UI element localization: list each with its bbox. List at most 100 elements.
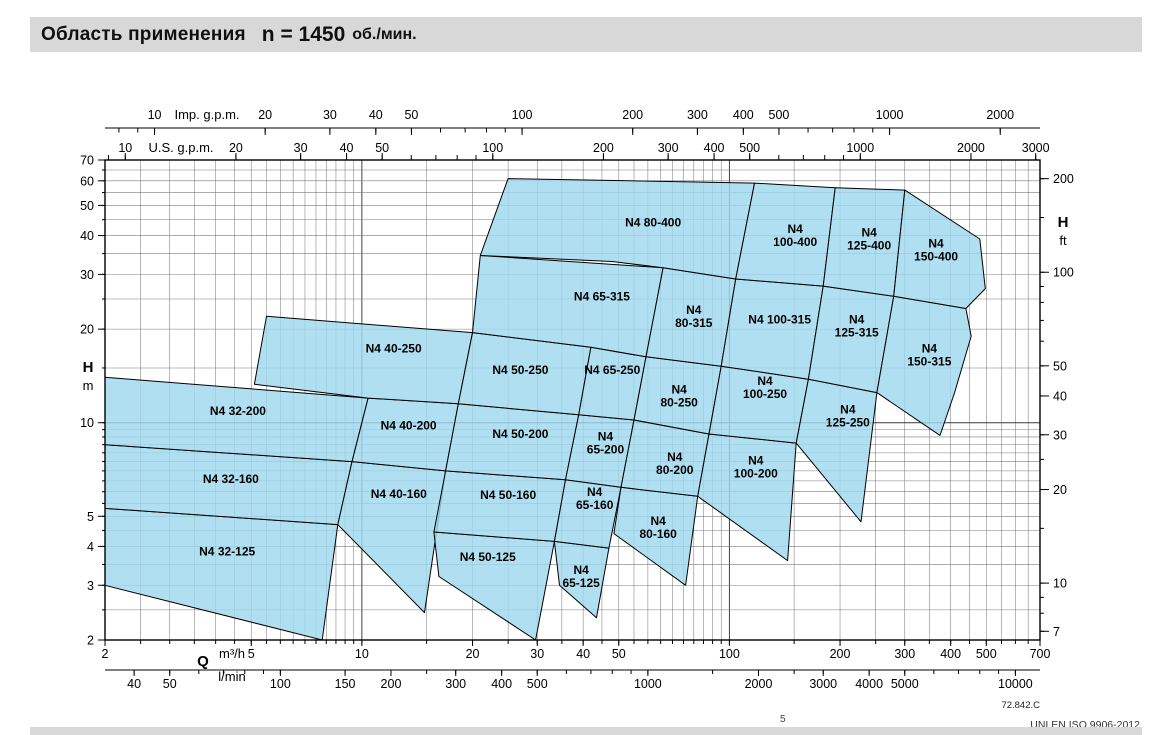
region-label-N4-125-315: 125-315 — [835, 325, 879, 339]
top-axis-imp-gpm: 10 20 30 40 50 100 200 300 400 500 1000 2000 Imp. g.… — [105, 107, 1040, 135]
axis-text: 50 — [80, 199, 94, 213]
region-label-N4-100-200: 100-200 — [734, 467, 778, 481]
axis-text: 300 — [687, 108, 708, 122]
axis-text: 5 — [87, 510, 94, 524]
axis-text: 300 — [658, 141, 679, 155]
axis-text: 40 — [127, 677, 141, 691]
region-label-N4-65-200: N4 — [598, 430, 614, 444]
bottom-axis-lmin: 40 50 100 150 200 300 400 500 1000 2000 3000 4000 50… — [105, 669, 1040, 691]
region-label-N4-125-400: N4 — [861, 225, 877, 239]
axis-text: 30 — [80, 268, 94, 282]
region-label-N4-65-125: 65-125 — [562, 576, 600, 590]
speed-unit: об./мин. — [352, 25, 417, 43]
pump-regions — [104, 178, 986, 641]
figure-code: 72.842.C — [1001, 700, 1040, 711]
axis-text: 3 — [87, 579, 94, 593]
axis-text: 7 — [1053, 625, 1060, 639]
region-N4-50-125 — [433, 531, 555, 641]
axis-text: 40 — [80, 229, 94, 243]
axis-text: 200 — [381, 677, 402, 691]
region-label-N4-80-250: N4 — [672, 382, 688, 396]
axis-text: 50 — [1053, 359, 1067, 373]
region-label-N4-80-200: 80-200 — [656, 463, 694, 477]
axis-text: m³/h — [219, 646, 245, 661]
footer-band — [30, 727, 1142, 735]
axis-text: ft — [1059, 233, 1067, 248]
region-label-N4-50-160: N4 50-160 — [480, 488, 536, 502]
region-label-N4-150-315: N4 — [922, 342, 938, 356]
region-label-N4-65-125: N4 — [573, 563, 589, 577]
axis-text: 4 — [87, 540, 94, 554]
region-label-N4-32-200: N4 32-200 — [210, 404, 266, 418]
axis-text: 50 — [612, 647, 626, 661]
axis-text: l/min — [218, 669, 245, 684]
axis-text: 500 — [739, 141, 760, 155]
axis-text: 5 — [248, 647, 255, 661]
axis-text: H — [83, 359, 94, 376]
axis-text: 2000 — [745, 677, 773, 691]
axis-text: 400 — [704, 141, 725, 155]
region-label-N4-100-400: N4 — [788, 222, 804, 236]
axis-text: 400 — [491, 677, 512, 691]
region-N4-100-315 — [720, 278, 824, 380]
axis-text: 100 — [482, 141, 503, 155]
region-label-N4-100-250: N4 — [757, 374, 773, 388]
region-N4-40-250 — [253, 315, 473, 405]
region-label-N4-125-250: N4 — [840, 403, 856, 417]
region-label-N4-80-200: N4 — [667, 450, 683, 464]
axis-text: 2 — [87, 634, 94, 648]
axis-text: 500 — [527, 677, 548, 691]
axis-text: 30 — [1053, 428, 1067, 442]
pump-speed: n = 1450 — [261, 22, 346, 46]
region-label-N4-100-315: N4 100-315 — [748, 312, 811, 326]
axis-text: 300 — [445, 677, 466, 691]
region-N4-50-200 — [445, 403, 580, 481]
region-label-N4-65-160: 65-160 — [576, 498, 614, 512]
title-bar: Область применения n = 1450 об./мин. — [30, 17, 1142, 52]
axis-text: 10 — [118, 141, 132, 155]
region-label-N4-40-200: N4 40-200 — [381, 418, 437, 432]
axis-text: 10 — [1053, 577, 1067, 591]
axis-text: 10 — [355, 647, 369, 661]
region-label-N4-125-315: N4 — [849, 312, 865, 326]
region-label-N4-32-125: N4 32-125 — [199, 545, 255, 559]
axis-text: 40 — [576, 647, 590, 661]
region-N4-65-315 — [472, 255, 664, 358]
axis-text: 500 — [976, 647, 997, 661]
axis-text: 20 — [258, 108, 272, 122]
axis-text: 300 — [894, 647, 915, 661]
region-label-N4-125-400: 125-400 — [847, 238, 891, 252]
region-label-N4-150-315: 150-315 — [907, 355, 951, 369]
axis-text: 400 — [733, 108, 754, 122]
axis-text: 30 — [294, 141, 308, 155]
axis-text: 30 — [530, 647, 544, 661]
region-label-N4-40-250: N4 40-250 — [366, 342, 422, 356]
region-label-N4-80-315: 80-315 — [675, 316, 713, 330]
axis-text: 5000 — [891, 677, 919, 691]
region-label-N4-80-315: N4 — [686, 303, 702, 317]
axis-text: 40 — [1053, 389, 1067, 403]
axis-text: 100 — [1053, 266, 1074, 280]
axis-text: U.S. g.p.m. — [148, 140, 213, 155]
region-N4-32-125 — [104, 507, 339, 641]
axis-text: 3000 — [1022, 141, 1050, 155]
page-title: Область применения — [41, 23, 246, 45]
axis-text: 1000 — [634, 677, 662, 691]
axis-text: Imp. g.p.m. — [174, 107, 239, 122]
region-label-N4-80-160: 80-160 — [639, 527, 677, 541]
region-label-N4-100-400: 100-400 — [773, 235, 817, 249]
right-axis-h-ft: 200 100 50 40 30 20 10 7 Hft — [1040, 172, 1074, 639]
axis-text: Q — [197, 653, 209, 670]
axis-text: 1000 — [876, 108, 904, 122]
region-label-N4-150-400: N4 — [928, 236, 944, 250]
axis-text: 20 — [80, 323, 94, 337]
axis-text: m — [83, 378, 94, 393]
axis-text: 3000 — [809, 677, 837, 691]
region-label-N4-32-160: N4 32-160 — [203, 472, 259, 486]
axis-text: 10000 — [998, 677, 1033, 691]
region-label-N4-100-250: 100-250 — [743, 387, 787, 401]
region-labels: N4 32-125 N4 32-160 N4 32-200 N4 40-160 N4 4… — [199, 216, 958, 590]
axis-text: 200 — [830, 647, 851, 661]
axis-text: 10 — [80, 416, 94, 430]
